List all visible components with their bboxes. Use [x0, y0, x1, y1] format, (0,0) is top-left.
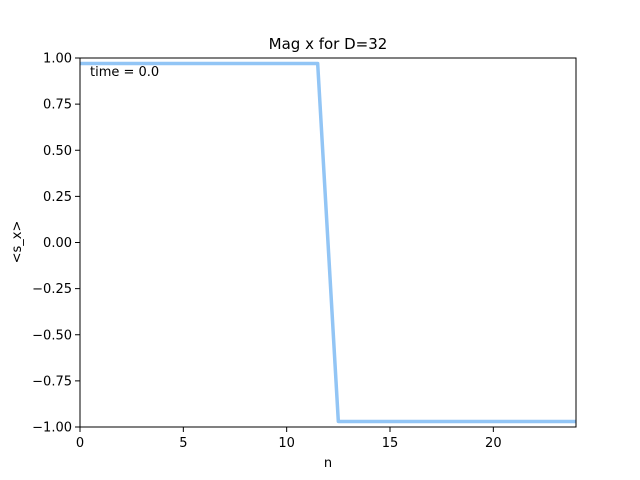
plot-area: 0 5 10 15 20 −1.00 −0.75 −0.50 −0.25 0.00 0.25 0.50… — [32, 52, 577, 451]
chart-title: Mag x for D=32 — [269, 35, 388, 53]
y-axis-label: <s_x> — [10, 221, 25, 264]
axes-frame — [79, 57, 577, 428]
x-tick-label: 0 — [76, 436, 84, 451]
time-annotation: time = 0.0 — [90, 65, 159, 80]
y-tick-label: 0.25 — [43, 190, 72, 205]
y-tick-label: 0.00 — [43, 236, 72, 251]
y-tick-label: −0.75 — [32, 374, 72, 389]
series-line-0 — [80, 61, 576, 424]
y-tick-label: 0.75 — [43, 98, 72, 113]
y-tick-label: 0.50 — [43, 144, 72, 159]
x-tick-label: 20 — [485, 436, 502, 451]
y-tick-label: −0.25 — [32, 282, 72, 297]
x-tick-label: 5 — [179, 436, 187, 451]
y-tick-label: −1.00 — [32, 421, 72, 436]
x-tick-label: 10 — [278, 436, 295, 451]
x-axis-label: n — [324, 456, 332, 471]
y-tick-label: 1.00 — [43, 52, 72, 67]
y-tick-label: −0.50 — [32, 328, 72, 343]
x-tick-label: 15 — [382, 436, 399, 451]
